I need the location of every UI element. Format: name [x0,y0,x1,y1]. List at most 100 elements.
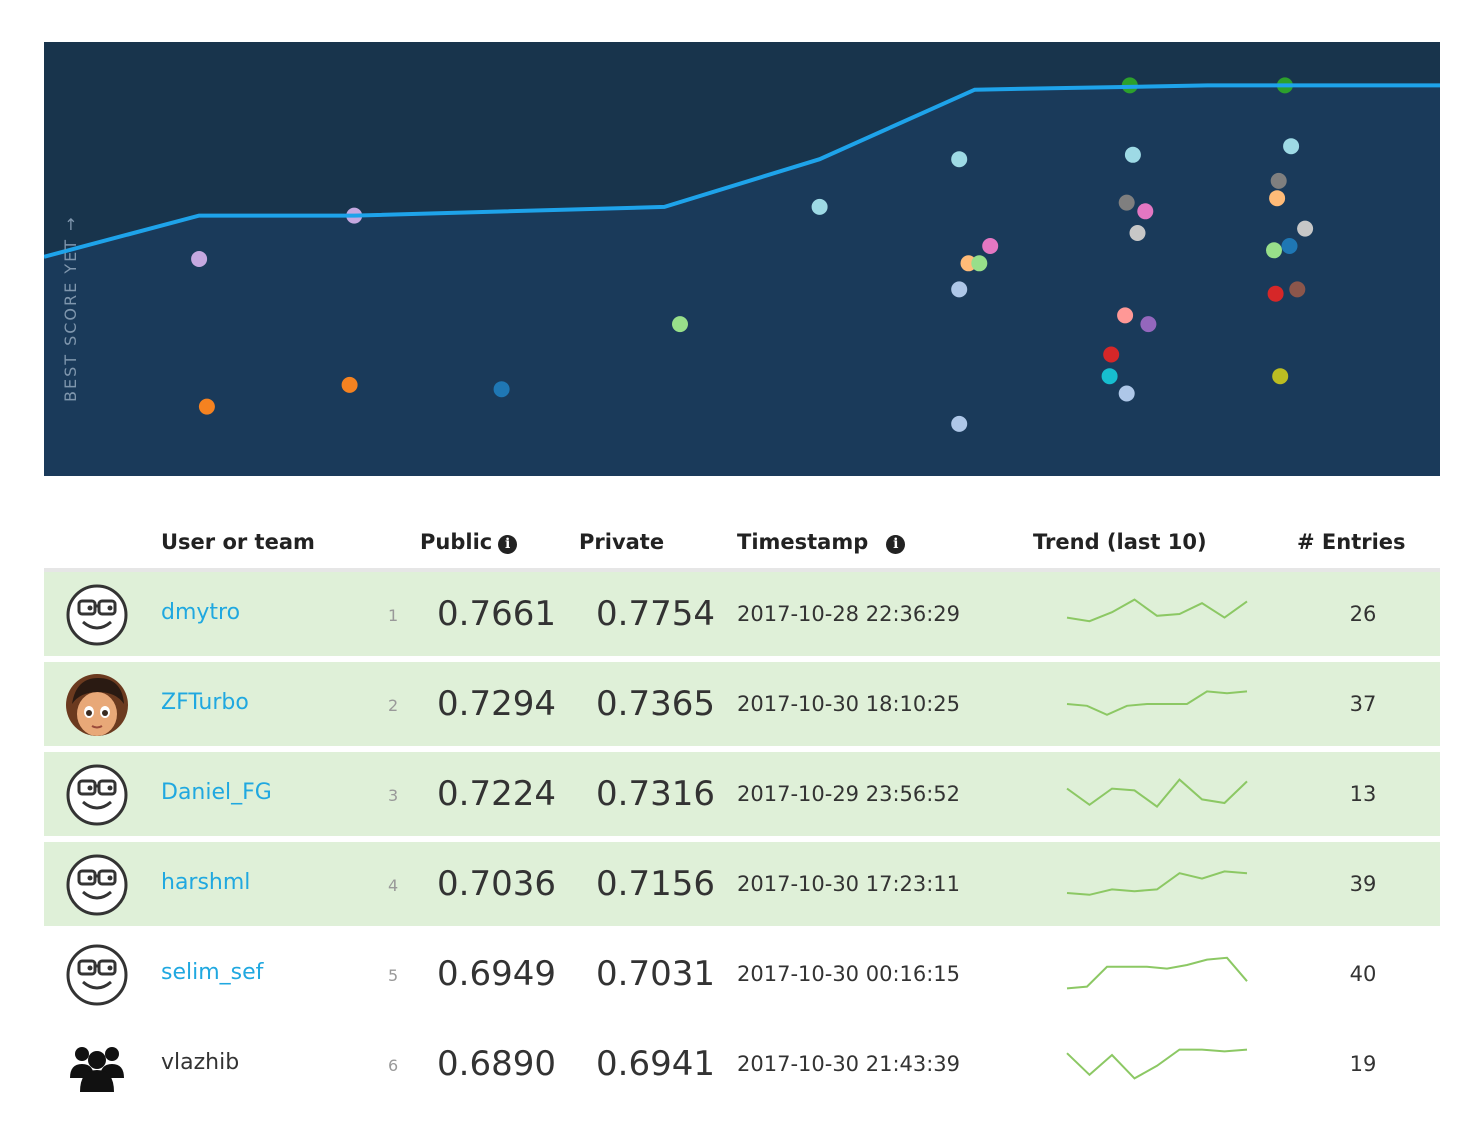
header-private: Private [579,530,665,554]
leaderboard-header: User or team Public i Private Timestamp i … [44,520,1440,572]
table-row: vlazhib 6 0.6890 0.6941 2017-10-30 21:43:39 1… [44,1022,1440,1106]
submission-point[interactable] [1137,203,1154,220]
submission-point[interactable] [811,198,828,215]
header-trend: Trend (last 10) [1033,530,1207,554]
header-public-label: Public [420,530,493,554]
private-score: 0.7316 [596,774,715,814]
private-score: 0.6941 [596,1044,715,1084]
rank: 1 [388,606,399,625]
entries-count: 37 [1349,692,1377,716]
submission-point[interactable] [341,376,358,393]
submission-point[interactable] [1283,138,1300,155]
info-icon[interactable]: i [886,535,906,554]
submission-point[interactable] [1140,316,1157,333]
submission-point[interactable] [1297,220,1314,237]
public-score: 0.6949 [437,954,556,994]
best-score-line [44,83,1440,259]
info-icon[interactable]: i [498,535,518,554]
table-row: selim_sef 5 0.6949 0.7031 2017-10-30 00:16:1… [44,932,1440,1016]
submission-point[interactable] [1281,238,1298,254]
chart-above-best-area [44,42,1440,257]
timestamp: 2017-10-28 22:36:29 [737,602,961,626]
trend-sparkline [1066,1048,1248,1080]
team-name-link[interactable]: dmytro [161,600,241,625]
entries-count: 13 [1349,782,1377,806]
avatar[interactable] [66,674,128,736]
team-name-link[interactable]: selim_sef [161,960,264,985]
trend-sparkline [1066,598,1248,623]
score-progression-chart: BEST SCORE YET → [44,42,1440,476]
avatar[interactable] [66,854,128,916]
submission-point[interactable] [672,316,688,333]
trend-line [1066,956,1248,990]
private-score: 0.7031 [596,954,715,994]
rank: 4 [388,876,399,895]
submission-point[interactable] [982,238,999,254]
submission-point[interactable] [493,381,510,398]
avatar[interactable] [66,764,128,826]
submission-point[interactable] [1289,281,1306,298]
public-score: 0.7224 [437,774,556,814]
table-row: dmytro 1 0.7661 0.7754 2017-10-28 22:36:29 26 [44,572,1440,656]
trend-sparkline [1066,870,1248,896]
header-public: Public i [420,530,518,554]
timestamp: 2017-10-29 23:56:52 [737,782,961,806]
submission-point[interactable] [1124,146,1141,163]
table-row: harshml 4 0.7036 0.7156 2017-10-30 17:23:11 3… [44,842,1440,926]
trend-line [1066,1048,1248,1080]
trend-sparkline [1066,956,1248,990]
entries-count: 26 [1349,602,1377,626]
timestamp: 2017-10-30 18:10:25 [737,692,961,716]
public-score: 0.7036 [437,864,556,904]
team-name: vlazhib [161,1050,240,1075]
public-score: 0.7294 [437,684,556,724]
submission-point[interactable] [1270,172,1287,189]
entries-count: 39 [1349,872,1377,896]
submission-point[interactable] [198,398,215,415]
rank: 6 [388,1056,399,1075]
submission-point[interactable] [1267,285,1284,302]
submission-point[interactable] [1118,194,1135,211]
submission-point[interactable] [191,251,208,267]
leaderboard: User or team Public i Private Timestamp i … [44,520,1440,1112]
submission-point[interactable] [951,281,968,298]
trend-sparkline [1066,690,1248,716]
entries-count: 19 [1349,1052,1377,1076]
table-row: ZFTurbo 2 0.7294 0.7365 2017-10-30 18:10:25 3… [44,662,1440,746]
trend-sparkline [1066,778,1248,808]
header-timestamp-label: Timestamp [737,530,869,554]
submission-point[interactable] [1117,307,1134,324]
submission-point[interactable] [951,151,968,168]
trend-line [1066,778,1248,808]
header-timestamp: Timestamp i [737,530,906,554]
submission-point[interactable] [971,255,988,272]
avatar[interactable] [66,944,128,1006]
timestamp: 2017-10-30 00:16:15 [737,962,961,986]
submission-point[interactable] [1266,242,1282,259]
public-score: 0.7661 [437,594,556,634]
submission-point[interactable] [1269,190,1286,207]
submission-point[interactable] [1103,346,1120,363]
avatar[interactable] [66,584,128,646]
submission-point[interactable] [1129,225,1146,241]
submission-point[interactable] [1101,368,1118,385]
entries-count: 40 [1349,962,1377,986]
submission-point[interactable] [951,415,968,432]
submission-point[interactable] [1118,385,1135,402]
rank: 2 [388,696,399,715]
team-name-link[interactable]: harshml [161,870,251,895]
private-score: 0.7754 [596,594,715,634]
table-row: Daniel_FG 3 0.7224 0.7316 2017-10-29 23:56:5… [44,752,1440,836]
trend-line [1066,690,1248,716]
rank: 5 [388,966,399,985]
y-axis-label: BEST SCORE YET → [61,216,80,402]
team-icon [66,1034,128,1096]
trend-line [1066,598,1248,623]
team-name-link[interactable]: ZFTurbo [161,690,249,715]
submission-point[interactable] [1272,368,1289,385]
private-score: 0.7365 [596,684,715,724]
chart-svg: BEST SCORE YET → [44,42,1440,476]
team-name-link[interactable]: Daniel_FG [161,780,272,805]
trend-line [1066,870,1248,896]
timestamp: 2017-10-30 21:43:39 [737,1052,961,1076]
